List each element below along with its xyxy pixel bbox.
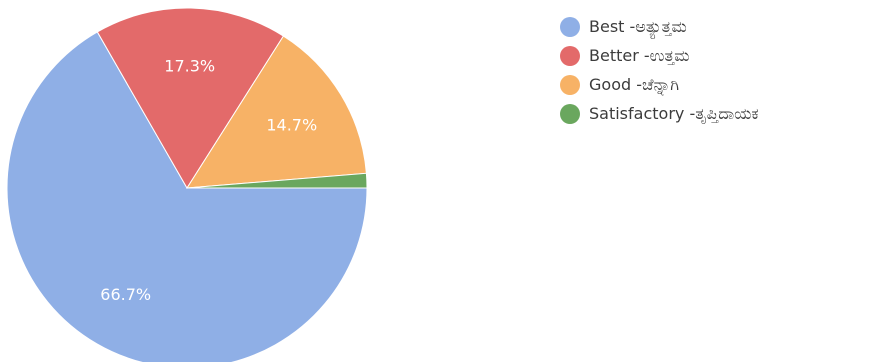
slice-label-0: 66.7% <box>100 285 151 304</box>
slice-label-2: 14.7% <box>266 116 317 135</box>
pie-slice-3 <box>186 172 368 189</box>
legend-swatch-3 <box>560 104 580 124</box>
legend-item-0: Best -ಅತ್ಯುತ್ತಮ <box>560 14 759 40</box>
pie-slice-2 <box>186 35 367 189</box>
legend-label-0: Best -ಅತ್ಯುತ್ತಮ <box>589 17 687 36</box>
pie-slices <box>6 7 368 362</box>
legend-item-1: Better -ಉತ್ತಮ <box>560 43 759 69</box>
legend-label-2: Good -ಚೆನ್ನಾಗಿ <box>589 75 680 94</box>
legend-swatch-1 <box>560 46 580 66</box>
legend-item-3: Satisfactory -ತೃಪ್ತಿದಾಯಕ <box>560 101 759 127</box>
legend-label-1: Better -ಉತ್ತಮ <box>589 46 690 65</box>
legend-swatch-2 <box>560 75 580 95</box>
slice-labels: 66.7% 17.3% 14.7% <box>100 57 317 304</box>
slice-label-1: 17.3% <box>164 57 215 76</box>
legend-swatch-0 <box>560 17 580 37</box>
pie-slice-1 <box>96 7 285 189</box>
pie-slice-0 <box>6 31 368 362</box>
legend: Best -ಅತ್ಯುತ್ತಮ Better -ಉತ್ತಮ Good -ಚೆನ್ನಾ… <box>560 14 759 130</box>
legend-item-2: Good -ಚೆನ್ನಾಗಿ <box>560 72 759 98</box>
legend-label-3: Satisfactory -ತೃಪ್ತಿದಾಯಕ <box>589 104 759 123</box>
